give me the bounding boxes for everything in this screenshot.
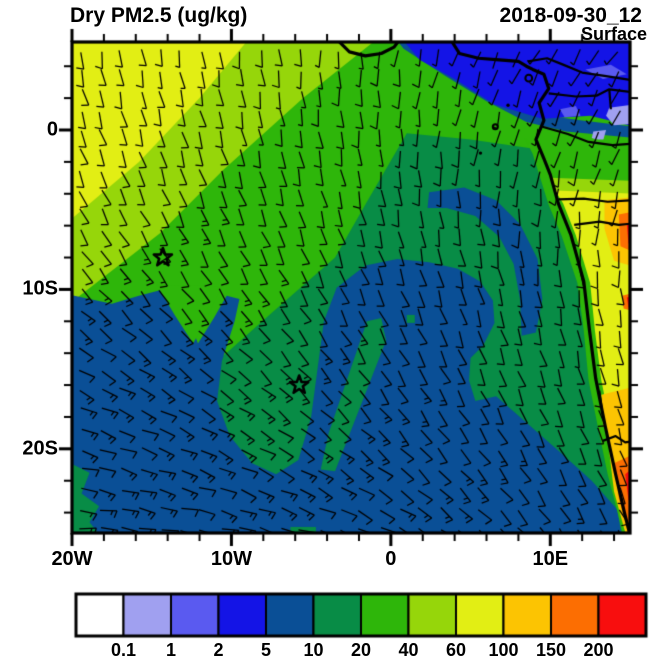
colorbar-tick-label: 20 [350, 640, 372, 660]
colorbar-tick-label: 5 [260, 640, 272, 660]
colorbar-tick-label: 0.1 [110, 640, 137, 660]
y-axis-tick-label: 10S [22, 277, 58, 300]
colorbar-tick-label: 150 [535, 640, 567, 660]
x-axis-tick-label: 10E [532, 548, 569, 570]
colorbar-tick-label: 200 [583, 640, 614, 660]
page-title: Dry PM2.5 (ug/kg) [70, 4, 248, 27]
colorbar-tick-label: 100 [488, 640, 519, 660]
colorbar-tick-label: 60 [445, 640, 467, 660]
y-axis-tick-label: 0 [46, 118, 58, 141]
colorbar-tick-label: 1 [165, 640, 177, 660]
y-axis-tick-label: 20S [22, 437, 58, 460]
x-axis-tick-label: 0 [385, 548, 397, 570]
colorbar-tick-label: 10 [303, 640, 324, 660]
datetime-label: 2018-09-30_12 [499, 4, 642, 27]
x-axis-tick-label: 20W [51, 548, 93, 570]
colorbar-tick-label: 2 [213, 640, 224, 660]
x-axis-tick-label: 10W [210, 548, 252, 570]
level-label: Surface [580, 24, 647, 44]
colorbar-tick-label: 40 [398, 640, 419, 660]
